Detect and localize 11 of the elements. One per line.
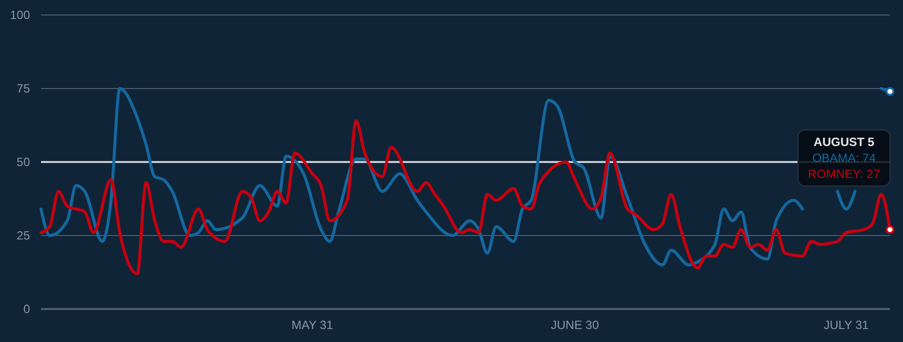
annotation: OBAMA: 74	[812, 151, 876, 165]
x-tick-label: JULY 31	[824, 318, 870, 332]
x-tick-label: JUNE 30	[550, 318, 600, 332]
annotation: ROMNEY: 27	[808, 167, 880, 181]
y-tick-label: 0	[23, 302, 30, 316]
y-tick-label: 75	[16, 82, 30, 96]
y-tick-label: 100	[10, 8, 30, 22]
annotation: AUGUST 5	[814, 135, 875, 149]
y-tick-label: 50	[16, 155, 30, 170]
y-tick-label: 25	[16, 228, 30, 243]
x-tick-label: MAY 31	[292, 318, 334, 332]
